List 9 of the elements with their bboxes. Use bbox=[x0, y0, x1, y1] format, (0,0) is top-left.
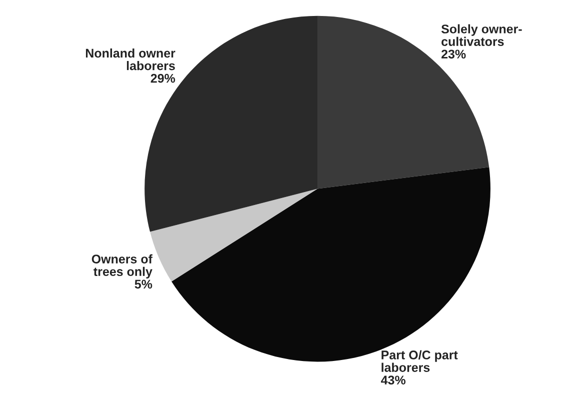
data-label: 23% bbox=[441, 50, 466, 59]
slice-label: Owners of trees only bbox=[92, 254, 152, 279]
slice-label: Solely owner- cultivators bbox=[441, 24, 522, 46]
data-label: 29% bbox=[150, 74, 176, 83]
data-label: 5% bbox=[134, 280, 152, 289]
slice-label: Part O/C part laborers bbox=[382, 350, 458, 372]
data-label: 43% bbox=[380, 376, 406, 385]
slice-label: Nonland owner laborers bbox=[86, 48, 176, 70]
pie-slice bbox=[172, 167, 490, 362]
